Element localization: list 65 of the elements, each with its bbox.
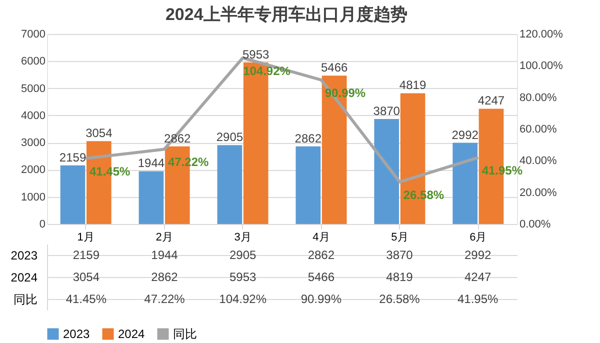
- legend-label: 同比: [173, 327, 197, 341]
- text: 5466: [320, 60, 348, 75]
- data-label: 41.95%: [457, 292, 499, 306]
- y-tick-label: 4000: [21, 110, 46, 122]
- data-label: 3054: [72, 270, 100, 284]
- legend-label: 2023: [63, 327, 90, 341]
- data-label: 4247: [464, 270, 492, 284]
- bar: [374, 118, 400, 224]
- text: 1944: [138, 156, 165, 170]
- text: 2159: [59, 150, 86, 164]
- text: 同比: [14, 292, 38, 306]
- y2-tick-label: 40.00%: [520, 155, 558, 168]
- bar: [452, 142, 478, 224]
- x-tick-label: 2月: [156, 232, 173, 244]
- data-label: 26.58%: [379, 292, 420, 306]
- text: 5953: [242, 47, 270, 62]
- text: 2023: [10, 248, 38, 262]
- data-label: 2992: [464, 248, 492, 262]
- x-tick-label: 5月: [391, 232, 408, 244]
- y-tick-label: 1000: [21, 191, 46, 204]
- y-tick-label: 5000: [21, 82, 46, 95]
- y-tick-label: 0: [39, 218, 46, 230]
- bar: [217, 145, 242, 224]
- text: 2905: [216, 130, 244, 144]
- chart-title: 2024上半年专用车出口月度趋势: [165, 5, 408, 24]
- text: 2992: [452, 128, 478, 142]
- y-tick-label: 2000: [21, 164, 46, 176]
- data-label: 2862: [308, 248, 335, 262]
- text: 2024: [10, 270, 38, 284]
- data-label: 1944: [151, 248, 178, 262]
- text: 3870: [373, 104, 400, 118]
- data-label: 104.92%: [219, 292, 267, 306]
- data-label: 2862: [151, 270, 178, 284]
- data-label: 5466: [308, 270, 335, 284]
- y2-tick-label: 80.00%: [520, 92, 558, 104]
- text: 4819: [399, 78, 426, 92]
- data-label: 5953: [229, 270, 257, 284]
- y2-tick-label: 100.00%: [520, 60, 564, 72]
- x-tick-label: 1月: [77, 232, 94, 244]
- text: 2862: [294, 131, 322, 146]
- y2-tick-label: 120.00%: [520, 28, 564, 40]
- data-label: 47.22%: [144, 292, 186, 306]
- text: 3054: [86, 126, 112, 140]
- data-label: 4819: [386, 270, 414, 284]
- bar: [138, 171, 164, 224]
- text: 4247: [478, 94, 505, 108]
- y2-tick-label: 0.00%: [520, 218, 551, 230]
- y-tick-label: 6000: [21, 56, 46, 68]
- x-tick-label: 4月: [312, 232, 330, 244]
- data-label: 3870: [386, 248, 414, 262]
- x-tick-label: 3月: [234, 232, 252, 244]
- y2-tick-label: 20.00%: [520, 186, 558, 199]
- bar: [296, 146, 321, 224]
- legend-label: 2024: [118, 327, 146, 341]
- bar: [60, 165, 86, 224]
- y-tick-label: 7000: [21, 28, 46, 40]
- x-tick-label: 6月: [470, 232, 487, 244]
- text: 2862: [164, 131, 191, 146]
- y-tick-label: 3000: [21, 137, 46, 150]
- y2-tick-label: 60.00%: [520, 124, 558, 136]
- data-label: 41.45%: [66, 292, 107, 306]
- data-label: 90.99%: [300, 292, 342, 306]
- text: 90.99%: [324, 86, 366, 100]
- data-label: 2159: [72, 248, 100, 262]
- data-label: 2905: [229, 248, 257, 262]
